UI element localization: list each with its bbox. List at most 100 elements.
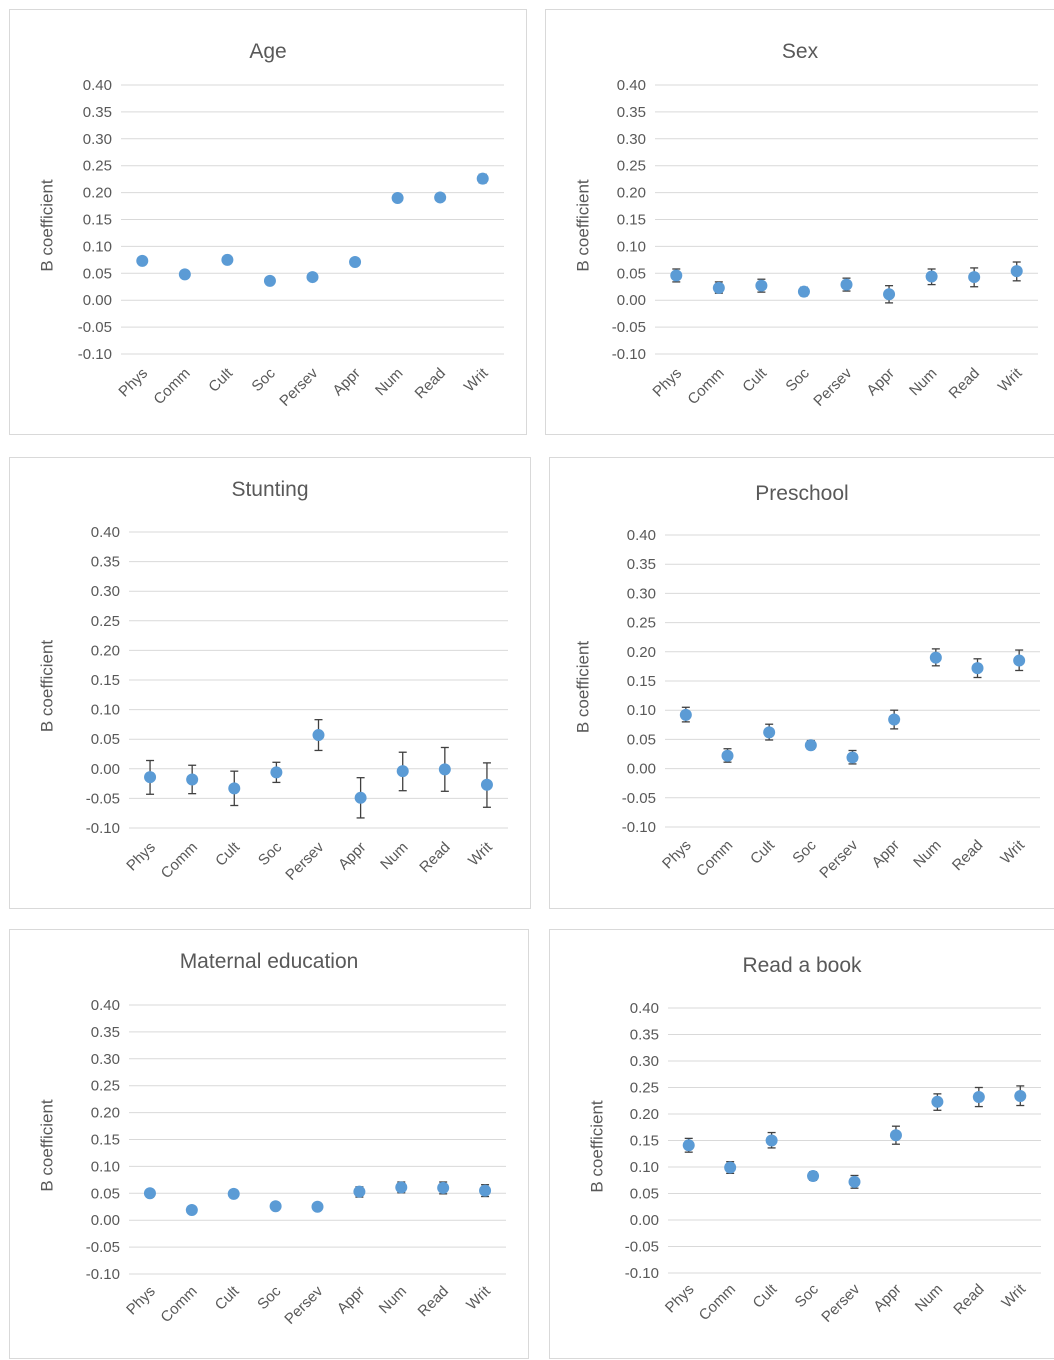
y-tick-label: -0.10 bbox=[78, 346, 112, 363]
y-tick-label: 0.30 bbox=[627, 585, 656, 602]
y-tick-label: 0.05 bbox=[630, 1186, 659, 1203]
chart-plot-preschool: 0.40 0.35 0.30 0.25 0.20 0.15 0.10 0.05 0.00 -0.0… bbox=[573, 527, 1040, 882]
y-tick-label: 0.25 bbox=[91, 1078, 120, 1095]
y-tick-label: 0.30 bbox=[630, 1053, 659, 1070]
x-tick-label: Comm bbox=[158, 839, 201, 882]
x-tick-label: Appr bbox=[335, 839, 369, 873]
data-point bbox=[396, 765, 409, 778]
data-point bbox=[888, 713, 901, 726]
data-point bbox=[797, 285, 810, 298]
y-tick-label: -0.10 bbox=[86, 1266, 120, 1283]
data-point bbox=[476, 172, 489, 185]
data-point bbox=[434, 191, 447, 204]
x-tick-label: Appr bbox=[863, 365, 897, 399]
data-point bbox=[670, 269, 683, 282]
x-tick-label: Phys bbox=[662, 1281, 698, 1317]
data-point bbox=[883, 288, 896, 301]
data-point bbox=[763, 726, 776, 739]
y-tick-label: 0.00 bbox=[627, 761, 656, 778]
data-point bbox=[848, 1175, 861, 1188]
chart-panel-preschool: Preschool 0.40 0.35 0.30 0.25 0.20 0.15 0.10 0.… bbox=[549, 457, 1054, 909]
x-tick-label: Persev bbox=[810, 364, 855, 409]
y-axis-label: B coefficient bbox=[587, 1100, 606, 1193]
data-point bbox=[354, 791, 367, 804]
chart-plot-read-a-book: 0.40 0.35 0.30 0.25 0.20 0.15 0.10 0.05 0.00 -0.0… bbox=[587, 1000, 1041, 1326]
data-point bbox=[438, 763, 451, 776]
y-tick-label: 0.10 bbox=[91, 1158, 120, 1175]
data-point bbox=[186, 773, 199, 786]
y-tick-label: 0.40 bbox=[617, 77, 646, 94]
chart-title: Stunting bbox=[231, 478, 309, 501]
x-tick-label: Persev bbox=[281, 1282, 326, 1327]
y-tick-label: 0.10 bbox=[83, 238, 112, 255]
x-tick-label: Writ bbox=[998, 1280, 1029, 1311]
data-point bbox=[143, 1187, 156, 1200]
y-tick-label: 0.20 bbox=[630, 1106, 659, 1123]
x-tick-label: Appr bbox=[329, 365, 363, 399]
x-tick-label: Soc bbox=[789, 836, 820, 867]
chart-panel-read-a-book: Read a book 0.40 0.35 0.30 0.25 0.20 0.15 0.10… bbox=[549, 929, 1054, 1359]
x-tick-label: Comm bbox=[150, 365, 193, 408]
y-tick-label: 0.20 bbox=[627, 644, 656, 661]
y-tick-label: 0.40 bbox=[627, 527, 656, 544]
x-tick-label: Comm bbox=[157, 1283, 200, 1326]
x-tick-label: Cult bbox=[212, 838, 243, 869]
y-tick-label: -0.05 bbox=[622, 790, 656, 807]
chart-panel-stunting: Stunting 0.40 0.35 0.30 0.25 0.20 0.15 0.10 0.0… bbox=[9, 457, 531, 909]
y-tick-label: 0.00 bbox=[91, 761, 120, 778]
data-point bbox=[349, 256, 362, 269]
x-tick-label: Phys bbox=[123, 1283, 159, 1319]
data-point bbox=[480, 778, 493, 791]
y-tick-label: 0.40 bbox=[83, 77, 112, 94]
y-tick-label: 0.05 bbox=[91, 1185, 120, 1202]
data-point bbox=[1014, 1089, 1027, 1102]
data-point bbox=[269, 1200, 282, 1213]
x-tick-label: Soc bbox=[255, 838, 286, 869]
x-tick-label: Soc bbox=[254, 1282, 285, 1313]
data-point bbox=[968, 271, 981, 284]
data-point bbox=[221, 253, 234, 266]
y-tick-label: 0.15 bbox=[630, 1133, 659, 1150]
x-tick-label: Appr bbox=[870, 1281, 904, 1315]
x-tick-label: Phys bbox=[123, 839, 159, 875]
y-tick-label: -0.05 bbox=[625, 1239, 659, 1256]
data-point bbox=[270, 766, 283, 779]
data-point bbox=[721, 749, 734, 762]
x-tick-label: Num bbox=[912, 1281, 946, 1315]
x-tick-label: Writ bbox=[995, 364, 1026, 395]
x-tick-label: Cult bbox=[750, 1280, 781, 1311]
x-tick-label: Num bbox=[377, 839, 411, 873]
data-point bbox=[395, 1181, 408, 1194]
y-tick-label: 0.25 bbox=[627, 615, 656, 632]
y-tick-label: 0.40 bbox=[91, 997, 120, 1014]
data-point bbox=[804, 739, 817, 752]
x-tick-label: Cult bbox=[739, 364, 770, 395]
y-tick-label: 0.40 bbox=[630, 1000, 659, 1017]
y-tick-label: 0.35 bbox=[627, 556, 656, 573]
x-tick-label: Writ bbox=[461, 364, 492, 395]
x-tick-label: Soc bbox=[782, 364, 813, 395]
x-tick-label: Cult bbox=[205, 364, 236, 395]
y-tick-label: 0.00 bbox=[91, 1212, 120, 1229]
data-point bbox=[846, 751, 859, 764]
y-tick-label: 0.15 bbox=[91, 1132, 120, 1149]
y-tick-label: -0.10 bbox=[86, 820, 120, 837]
data-point bbox=[1010, 265, 1023, 278]
y-axis-label: B coefficient bbox=[573, 179, 592, 272]
data-point bbox=[312, 729, 325, 742]
x-tick-label: Cult bbox=[212, 1282, 243, 1313]
y-axis-label: B coefficient bbox=[573, 641, 592, 734]
x-tick-label: Cult bbox=[747, 836, 778, 867]
y-tick-label: 0.35 bbox=[91, 554, 120, 571]
y-tick-label: -0.05 bbox=[86, 1239, 120, 1256]
y-tick-label: 0.10 bbox=[91, 702, 120, 719]
y-tick-label: 0.00 bbox=[617, 292, 646, 309]
data-point bbox=[311, 1200, 324, 1213]
x-tick-label: Writ bbox=[997, 836, 1028, 867]
x-tick-label: Comm bbox=[696, 1281, 739, 1324]
x-tick-label: Num bbox=[906, 365, 940, 399]
y-tick-label: 0.20 bbox=[617, 185, 646, 202]
y-tick-label: 0.15 bbox=[617, 212, 646, 229]
data-point bbox=[972, 1091, 985, 1104]
chart-plot-stunting: 0.40 0.35 0.30 0.25 0.20 0.15 0.10 0.05 0.00 -0.0… bbox=[37, 524, 508, 884]
